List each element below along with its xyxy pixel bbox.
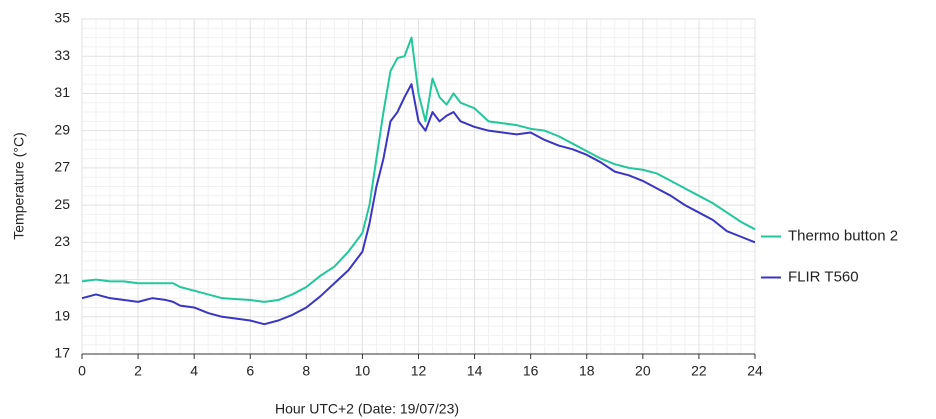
legend-label: Thermo button 2 [788, 227, 898, 244]
x-tick-label: 16 [523, 363, 539, 379]
y-tick-label: 23 [54, 233, 70, 249]
data-line [81, 83, 756, 326]
x-tick-label: 24 [747, 363, 763, 379]
y-tick-label: 19 [54, 307, 70, 323]
x-tick-label: 6 [246, 363, 254, 379]
y-axis-label: Temperature (°C) [11, 132, 27, 240]
x-tick-label: 4 [190, 363, 198, 379]
data-line [81, 36, 756, 303]
y-tick-label: 35 [54, 10, 70, 26]
y-tick-label: 31 [54, 84, 70, 100]
x-tick-label: 20 [635, 363, 651, 379]
x-tick-label: 12 [411, 363, 427, 379]
y-tick-label: 25 [54, 196, 70, 212]
legend-label: FLIR T560 [788, 268, 859, 285]
x-tick-label: 14 [467, 363, 483, 379]
x-axis-label: Hour UTC+2 (Date: 19/07/23) [275, 401, 459, 417]
y-tick-label: 33 [54, 47, 70, 63]
x-tick-label: 10 [355, 363, 371, 379]
y-tick-label: 29 [54, 121, 70, 137]
x-tick-label: 8 [302, 363, 310, 379]
x-tick-label: 0 [78, 363, 86, 379]
y-tick-label: 27 [54, 159, 70, 175]
x-tick-label: 18 [579, 363, 595, 379]
x-tick-label: 22 [691, 363, 707, 379]
y-tick-label: 21 [54, 270, 70, 286]
x-tick-label: 2 [134, 363, 142, 379]
y-tick-label: 17 [54, 345, 70, 361]
